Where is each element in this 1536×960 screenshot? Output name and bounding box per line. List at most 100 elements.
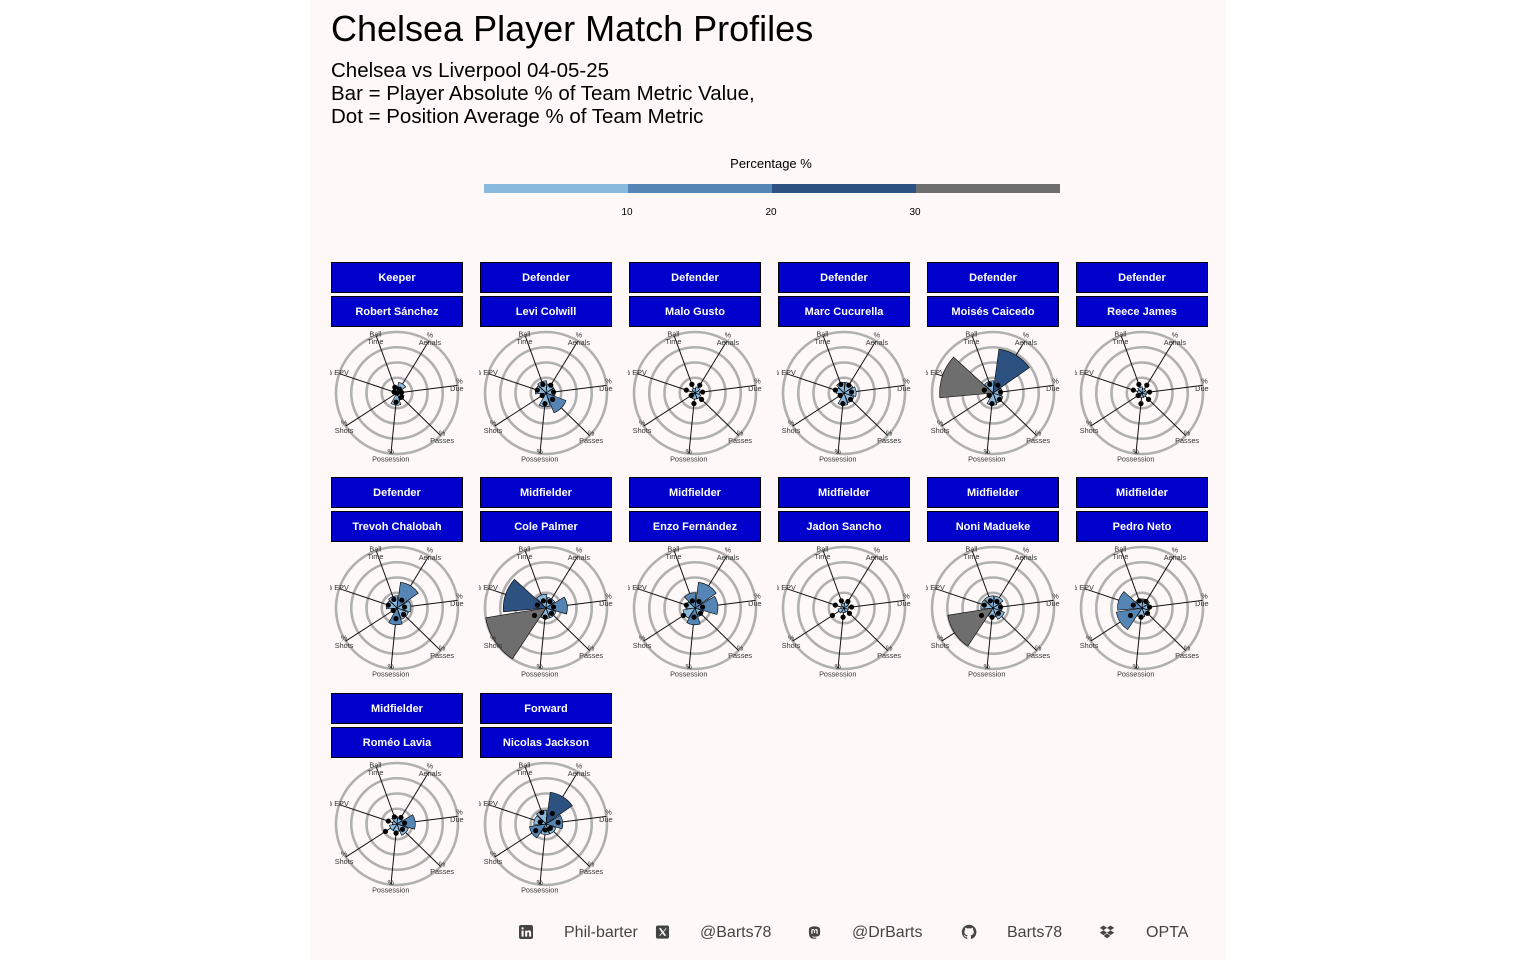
- metric-axis-label: % EPV: [330, 583, 349, 592]
- metric-axis-label-line: %: [576, 331, 583, 340]
- metric-axis-label: % Aerials: [717, 546, 740, 563]
- metric-axis-label-line: Shots: [484, 641, 503, 650]
- metric-axis-label: % Shots: [484, 634, 503, 651]
- metric-axis-label: % Passes: [1175, 428, 1199, 445]
- position-average-dot: [997, 389, 1004, 395]
- metric-axis-label-line: %: [427, 546, 434, 555]
- metric-axis-label: %Duels: [599, 592, 613, 609]
- metric-axis-label-line: Passes: [728, 651, 752, 660]
- metric-axis-label-line: %: [456, 592, 463, 601]
- facet-strip-player-name: Jadon Sancho: [778, 511, 910, 542]
- metric-axis-label-line: % On: [813, 330, 831, 331]
- metric-axis-label-line: %: [387, 447, 394, 456]
- metric-axis-label: % Aerials: [1164, 331, 1187, 348]
- position-average-dot: [547, 598, 553, 605]
- position-average-dot: [696, 598, 702, 605]
- radar-ring: [334, 330, 460, 456]
- metric-axis-label-line: %: [588, 428, 595, 437]
- metric-axis-label-line: %: [536, 878, 543, 887]
- position-average-dot: [1145, 396, 1152, 402]
- metric-axis-label-line: % On: [962, 330, 980, 331]
- metric-axis-label-line: Time: [1112, 552, 1128, 561]
- radar-ring: [514, 792, 578, 856]
- metric-axis-label-line: %: [387, 662, 394, 671]
- radar-ring: [796, 560, 892, 656]
- metric-axis-label: %Duels: [897, 592, 911, 609]
- metric-axis-label-line: Passes: [877, 436, 901, 445]
- metric-axis-label-line: %: [490, 419, 497, 428]
- radar-svg: % OnBallTime%Aerials%Duels%Passes%Posses…: [330, 330, 464, 464]
- metric-axis-label-line: Possession: [968, 455, 1005, 464]
- metric-axis-label: % Aerials: [866, 546, 889, 563]
- position-average-dot: [549, 396, 556, 402]
- position-average-dot: [537, 819, 543, 825]
- facet-strip-position: Forward: [480, 693, 612, 724]
- position-average-dot: [539, 809, 545, 816]
- metric-axis-label-line: %: [341, 850, 348, 859]
- position-average-dot: [547, 825, 553, 831]
- radar-spoke: [396, 384, 458, 394]
- metric-axis-label-line: %: [456, 377, 463, 386]
- metric-axis-label-line: % On: [366, 330, 384, 331]
- position-average-dot: [400, 611, 407, 617]
- position-average-dot: [542, 827, 548, 833]
- metric-axis-label-line: Time: [367, 768, 383, 777]
- metric-axis-label: % OnBallTime: [664, 545, 682, 561]
- facet-strip-position: Midfielder: [778, 477, 910, 508]
- radar-ring: [483, 761, 609, 887]
- metric-axis-label-line: Time: [665, 552, 681, 561]
- facet-strip-position: Defender: [480, 262, 612, 293]
- metric-axis-label-line: Passes: [1175, 436, 1199, 445]
- metric-axis-label: % Shots: [633, 634, 652, 651]
- footer-x-text: @Barts78: [700, 924, 772, 941]
- metric-bar: [392, 820, 398, 825]
- facet-strip-position: Defender: [778, 262, 910, 293]
- mastodon-icon[interactable]: [807, 924, 822, 940]
- position-average-dot: [392, 384, 398, 390]
- metric-axis-label: % Passes: [579, 859, 603, 876]
- facet-strip-position: Midfielder: [1076, 477, 1208, 508]
- radar-ring: [1094, 345, 1190, 441]
- metric-bar: [1141, 388, 1147, 394]
- metric-axis-label-line: Aerials: [568, 553, 591, 562]
- radar-ring: [498, 776, 594, 872]
- linkedin-icon[interactable]: [518, 924, 534, 940]
- metric-axis-label-line: Passes: [877, 651, 901, 660]
- metric-axis-label-line: %: [427, 762, 434, 771]
- legend-tick-label: 20: [765, 207, 777, 218]
- metric-axis-label: % OnBallTime: [366, 330, 384, 346]
- metric-axis-label: % EPV: [777, 583, 796, 592]
- dropbox-icon[interactable]: [1099, 924, 1115, 940]
- position-average-dot: [399, 826, 406, 832]
- metric-axis-label-line: Ball: [518, 761, 531, 769]
- radar-ring: [1125, 376, 1159, 410]
- facet-strip-player-name: Moisés Caicedo: [927, 296, 1059, 327]
- metric-axis-label-line: %: [754, 377, 761, 386]
- position-average-dot: [398, 394, 404, 400]
- position-average-dot: [989, 401, 995, 407]
- github-icon[interactable]: [961, 924, 977, 940]
- facet-strip-player-name: Cole Palmer: [480, 511, 612, 542]
- radar-ring: [781, 330, 907, 456]
- position-average-dot: [533, 828, 539, 834]
- position-average-dot: [534, 602, 540, 608]
- position-average-dot: [548, 382, 554, 388]
- metric-axis-label: % Possession: [819, 447, 856, 464]
- metric-axis-label-line: Passes: [1175, 651, 1199, 660]
- legend-color-segment: [484, 184, 628, 193]
- position-average-dot: [987, 598, 993, 604]
- position-average-dot: [837, 392, 843, 399]
- metric-axis-label-line: Time: [814, 337, 830, 346]
- metric-axis-label-line: % EPV: [330, 799, 349, 808]
- x-twitter-icon[interactable]: [655, 924, 670, 940]
- metric-axis-label: % Passes: [1175, 643, 1199, 660]
- metric-axis-label: % OnBallTime: [813, 545, 831, 561]
- metric-axis-label: % Passes: [728, 643, 752, 660]
- metric-axis-label: % OnBallTime: [515, 761, 533, 777]
- metric-axis-label-line: Possession: [819, 670, 856, 679]
- subtitle-line: Chelsea vs Liverpool 04-05-25: [331, 59, 610, 82]
- metric-axis-label-line: Shots: [1080, 641, 1099, 650]
- metric-axis-label: % Possession: [1117, 447, 1154, 464]
- metric-axis-label: % Shots: [484, 419, 503, 436]
- metric-axis-label: % OnBallTime: [813, 330, 831, 346]
